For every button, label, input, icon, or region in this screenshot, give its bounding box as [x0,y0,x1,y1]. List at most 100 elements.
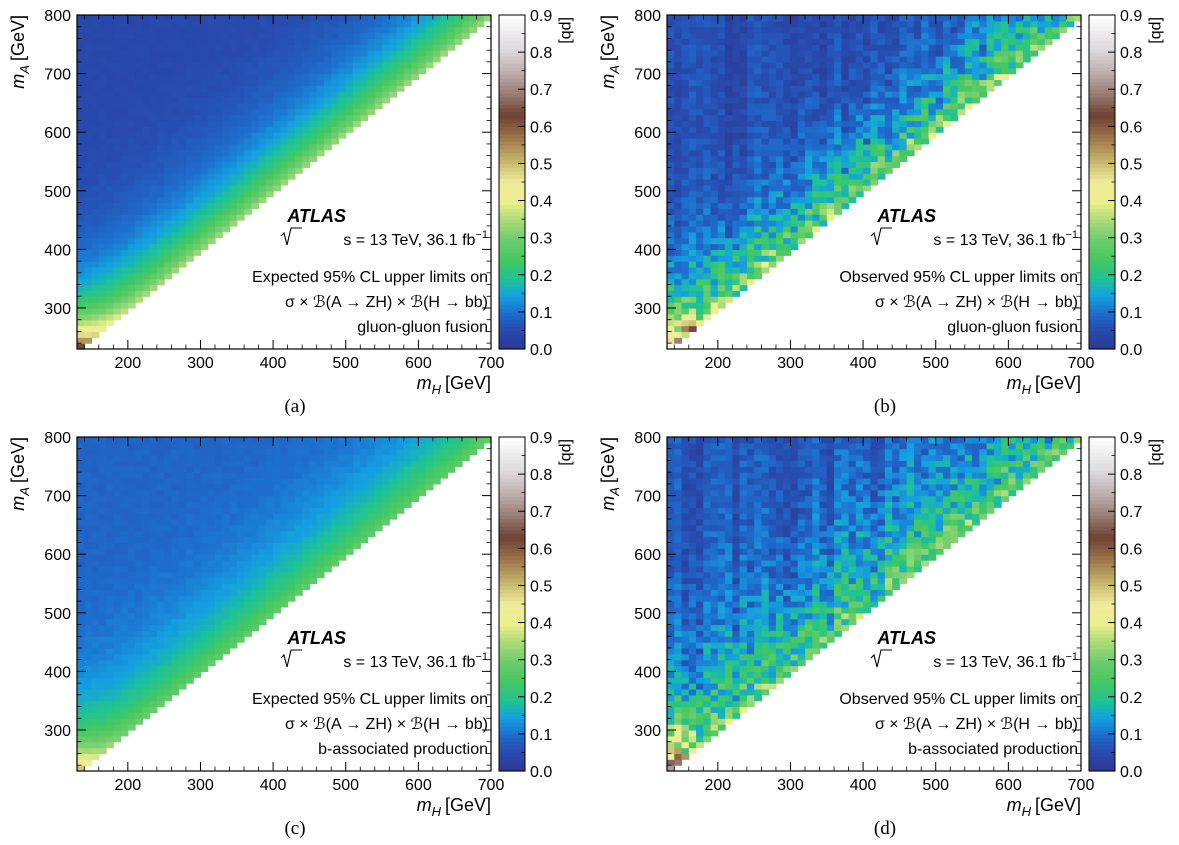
heatmap-cell [790,61,799,69]
heatmap-cell [113,659,122,667]
heatmap-cell [790,114,799,122]
heatmap-cell [273,184,281,192]
heatmap-cell [681,61,690,69]
heatmap-cell [156,73,165,81]
heatmap-cell [193,149,202,157]
heatmap-cell [91,325,100,333]
heatmap-cell [77,108,85,116]
heatmap-cell [287,132,296,139]
heatmap-cell [178,208,187,215]
heatmap-cell [667,97,675,104]
heatmap-cell [754,179,763,186]
heatmap-cell [106,706,114,713]
heatmap-cell [244,173,252,180]
heatmap-cell [302,79,311,86]
heatmap-cell [667,249,675,256]
heatmap-cell [331,120,340,127]
heatmap-cell [164,472,173,479]
colorbar-segment [499,300,525,306]
heatmap-cell [84,642,93,649]
heatmap-cell [178,132,187,139]
heatmap-cell [207,659,216,667]
heatmap-cell [127,671,136,678]
heatmap-cell [783,44,792,51]
heatmap-cell [120,108,129,116]
heatmap-cell [135,612,143,620]
heatmap-cell [207,167,216,174]
heatmap-cell [739,73,748,81]
heatmap-cell [812,44,821,51]
heatmap-cell [696,44,704,51]
heatmap-cell [244,630,252,637]
heatmap-cell [200,214,209,221]
heatmap-cell [1015,56,1024,63]
heatmap-cell [280,114,289,122]
heatmap-cell [215,20,223,28]
heatmap-cell [106,155,114,163]
heatmap-cell [113,448,122,456]
heatmap-cell [200,583,209,590]
heatmap-cell [193,483,202,491]
heatmap-cell [826,184,835,192]
heatmap-cell [164,208,173,215]
heatmap-cell [106,56,114,63]
heatmap-cell [761,26,770,34]
heatmap-cell [258,530,267,538]
heatmap-cell [84,44,93,51]
heatmap-cell [142,261,151,268]
heatmap-cell [127,642,136,649]
heatmap-cell [193,630,202,637]
heatmap-cell [921,114,930,122]
heatmap-cell [739,190,748,198]
heatmap-cell [754,237,763,245]
heatmap-cell [273,114,281,122]
heatmap-cell [746,120,755,127]
heatmap-cell [200,437,209,444]
heatmap-cell [149,478,158,485]
heatmap-cell [331,97,340,104]
heatmap-cell [674,20,683,28]
heatmap-cell [207,184,216,192]
heatmap-cell [353,97,361,104]
heatmap-cell [768,132,777,139]
heatmap-cell [156,507,165,514]
heatmap-cell [251,554,260,561]
heatmap-cell [236,495,245,503]
heatmap-cell [236,612,245,620]
heatmap-cell [251,483,260,491]
heatmap-cell [178,161,187,168]
heatmap-cell [113,61,122,69]
heatmap-cell [185,120,194,127]
heatmap-cell [200,67,209,75]
heatmap-cell [258,536,267,544]
heatmap-cell [382,67,390,75]
heatmap-cell [696,143,704,151]
heatmap-cell [411,73,419,81]
heatmap-cell [688,85,697,92]
heatmap-cell [667,290,675,297]
heatmap-cell [244,108,252,116]
colorbar-segment [1089,182,1115,187]
heatmap-cell [710,85,719,92]
heatmap-cell [215,202,223,209]
heatmap-cell [681,67,690,75]
heatmap-cell [841,73,850,81]
heatmap-cell [309,97,318,104]
heatmap-cell [674,161,683,168]
heatmap-cell [892,61,901,69]
heatmap-cell [302,126,311,133]
heatmap-cell [77,337,85,344]
heatmap-cell [98,243,107,250]
heatmap-cell [316,67,325,75]
heatmap-cell [229,454,238,462]
heatmap-cell [746,149,755,157]
heatmap-cell [667,307,675,315]
heatmap-cell [98,290,107,297]
heatmap-cell [432,44,441,51]
heatmap-cell [178,91,187,98]
heatmap-cell [841,143,850,151]
heatmap-cell [185,220,194,227]
heatmap-cell [667,325,675,333]
heatmap-cell [215,132,223,139]
heatmap-cell [142,290,151,297]
